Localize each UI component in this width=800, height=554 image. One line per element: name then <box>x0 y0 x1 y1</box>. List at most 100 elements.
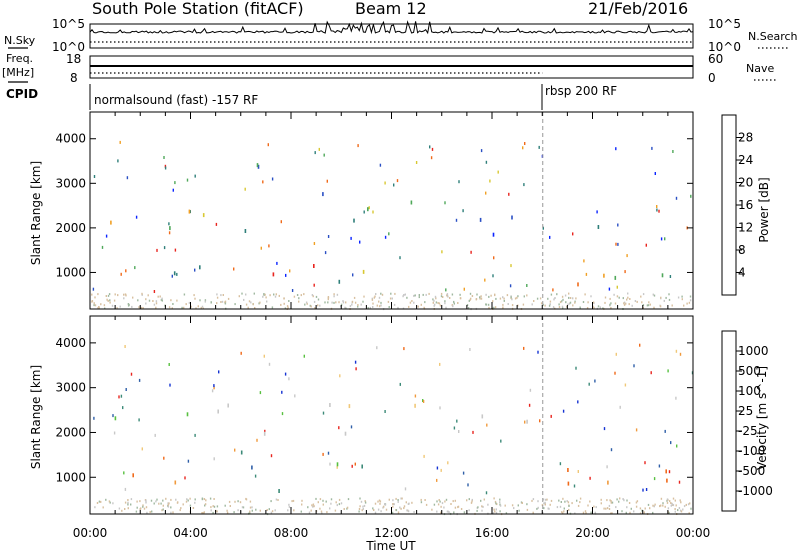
ground-scatter-mark <box>96 502 99 504</box>
ground-scatter-mark <box>234 500 236 503</box>
ground-scatter-mark <box>433 299 435 302</box>
ground-scatter-mark <box>502 306 504 309</box>
isolated-echo-mark <box>572 232 574 236</box>
ground-scatter-mark <box>495 511 498 514</box>
ground-scatter-mark <box>590 295 592 298</box>
ground-scatter-mark <box>358 508 361 510</box>
ground-scatter-mark <box>424 301 426 304</box>
ground-scatter-mark <box>584 293 586 296</box>
ground-scatter-mark <box>459 293 461 296</box>
isolated-echo-mark <box>676 444 678 448</box>
ground-scatter-mark <box>434 303 436 306</box>
ground-scatter-mark <box>543 502 545 505</box>
ground-scatter-mark <box>321 512 323 515</box>
isolated-echo-mark <box>645 243 647 247</box>
ground-scatter-mark <box>128 303 130 306</box>
ground-scatter-mark <box>388 306 390 308</box>
ground-scatter-mark <box>250 301 252 304</box>
ground-scatter-mark <box>494 294 496 297</box>
ground-scatter-mark <box>460 508 463 510</box>
ground-scatter-mark <box>395 509 398 512</box>
ground-scatter-mark <box>342 301 345 304</box>
ground-scatter-mark <box>561 300 563 303</box>
ground-scatter-mark <box>597 305 600 308</box>
ground-scatter-mark <box>224 300 227 303</box>
ground-scatter-mark <box>298 297 300 300</box>
isolated-echo-mark <box>327 451 330 455</box>
ground-scatter-mark <box>475 298 477 301</box>
ground-scatter-mark <box>109 299 111 302</box>
isolated-echo-mark <box>485 191 487 195</box>
isolated-echo-mark <box>493 256 495 260</box>
ground-scatter-mark <box>420 501 423 504</box>
ground-scatter-mark <box>563 507 565 510</box>
ground-scatter-mark <box>379 502 381 505</box>
isolated-echo-mark <box>329 462 331 466</box>
ground-scatter-mark <box>544 501 546 504</box>
ground-scatter-mark <box>265 296 267 299</box>
ground-scatter-mark <box>554 297 556 299</box>
date-label: 21/Feb/2016 <box>588 0 688 18</box>
echo-mark <box>577 282 579 287</box>
ground-scatter-mark <box>288 300 290 302</box>
ground-scatter-mark <box>467 307 470 309</box>
isolated-echo-mark <box>174 181 176 185</box>
ground-scatter-mark <box>249 510 251 513</box>
ground-scatter-mark <box>152 300 154 302</box>
ground-scatter-mark <box>179 509 181 512</box>
ground-scatter-mark <box>623 499 625 502</box>
colorbar-tick-label: 20 <box>738 176 753 190</box>
ground-scatter-mark <box>349 305 352 308</box>
ground-scatter-mark <box>251 509 253 512</box>
power-ylabel: Slant Range [km] <box>29 161 43 265</box>
echo-mark <box>410 200 413 205</box>
isolated-echo-mark <box>285 273 287 277</box>
ground-scatter-mark <box>616 498 618 501</box>
ground-scatter-mark <box>130 503 132 506</box>
ground-scatter-mark <box>434 295 437 298</box>
ground-scatter-mark <box>590 511 592 514</box>
ground-scatter-mark <box>143 507 146 510</box>
ground-scatter-mark <box>259 509 261 512</box>
ground-scatter-mark <box>610 500 612 503</box>
isolated-echo-mark <box>194 268 196 272</box>
ground-scatter-mark <box>572 297 574 300</box>
isolated-echo-mark <box>429 145 431 149</box>
ground-scatter-mark <box>451 304 453 307</box>
isolated-echo-mark <box>542 226 544 230</box>
ground-scatter-mark <box>357 305 359 308</box>
ground-scatter-mark <box>167 505 170 508</box>
ground-scatter-mark <box>574 301 576 304</box>
isolated-echo-mark <box>670 441 672 445</box>
velocity-panel-frame <box>89 315 694 515</box>
isolated-echo-mark <box>262 180 264 184</box>
ground-scatter-mark <box>255 508 257 511</box>
ground-scatter-mark <box>105 295 107 297</box>
ground-scatter-mark <box>517 504 519 507</box>
isolated-echo-mark <box>485 160 488 164</box>
ground-scatter-mark <box>446 510 449 513</box>
ground-scatter-mark <box>432 301 434 304</box>
power-colorbar-label: Power [dB] <box>757 177 771 242</box>
ground-scatter-mark <box>592 301 595 304</box>
ground-scatter-mark <box>399 506 401 509</box>
isolated-echo-mark <box>101 245 104 249</box>
isolated-echo-mark <box>396 179 399 183</box>
ground-scatter-mark <box>668 293 670 296</box>
ground-scatter-mark <box>367 307 369 309</box>
ground-scatter-mark <box>623 303 626 306</box>
ground-scatter-mark <box>479 297 481 300</box>
ground-scatter-mark <box>113 299 116 302</box>
ground-scatter-mark <box>106 298 108 301</box>
ground-scatter-mark <box>145 298 147 301</box>
ground-scatter-mark <box>360 500 363 503</box>
ground-scatter-mark <box>342 300 344 303</box>
isolated-echo-mark <box>163 156 165 159</box>
ground-scatter-mark <box>546 498 548 501</box>
ground-scatter-mark <box>262 295 264 298</box>
isolated-echo-mark <box>336 465 338 469</box>
velocity-colorbar-label: Velocity [m s^-1] <box>755 366 769 470</box>
isolated-echo-mark <box>135 215 138 219</box>
isolated-echo-mark <box>678 480 681 484</box>
ground-scatter-mark <box>483 498 485 501</box>
